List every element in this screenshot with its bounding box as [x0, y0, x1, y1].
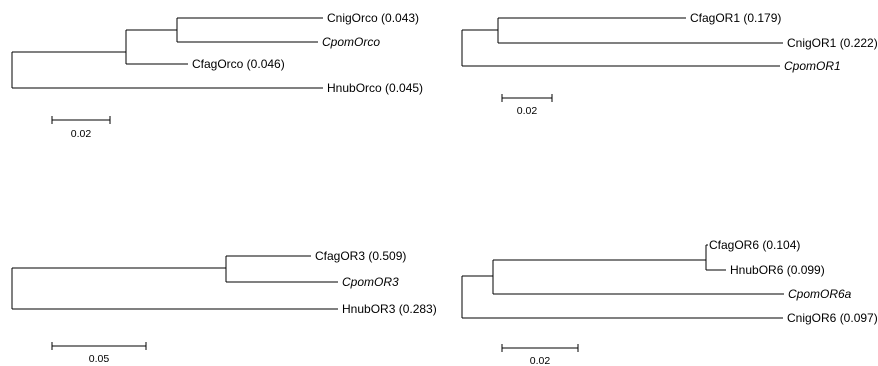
tip-label: CpomOR1	[784, 59, 841, 73]
scale-bar: 0.05	[51, 342, 147, 365]
tip-label: CfagOrco (0.046)	[192, 57, 285, 71]
scale-bar-label: 0.02	[530, 355, 551, 366]
tree-or1: CfagOR1 (0.179) CnigOR1 (0.222) CpomOR1 …	[461, 11, 878, 117]
tip-label: CfagOR1 (0.179)	[690, 11, 781, 25]
tip-label: HnubOR3 (0.283)	[342, 302, 437, 316]
scale-bar-label: 0.05	[89, 353, 110, 365]
tip-label: CpomOR6a	[788, 287, 852, 301]
tip-label: CfagOR3 (0.509)	[315, 249, 406, 263]
tree-orco: CnigOrco (0.043) CpomOrco CfagOrco (0.04…	[11, 11, 423, 140]
scale-bar-label: 0.02	[71, 128, 92, 140]
tree-or6: CfagOR6 (0.104) HnubOR6 (0.099) CpomOR6a…	[461, 238, 878, 366]
tip-label: CpomOR3	[342, 275, 399, 289]
tip-label: CfagOR6 (0.104)	[709, 238, 800, 252]
scale-bar: 0.02	[501, 344, 579, 366]
tip-label: CnigOR1 (0.222)	[787, 36, 878, 50]
scale-bar: 0.02	[501, 94, 553, 117]
tip-label: HnubOR6 (0.099)	[730, 263, 825, 277]
tip-label: CnigOR6 (0.097)	[787, 311, 878, 325]
tip-label: HnubOrco (0.045)	[327, 81, 423, 95]
scale-bar-label: 0.02	[517, 105, 538, 117]
tip-label: CnigOrco (0.043)	[327, 11, 419, 25]
scale-bar: 0.02	[51, 116, 111, 140]
tip-label: CpomOrco	[322, 35, 380, 49]
tree-or3: CfagOR3 (0.509) CpomOR3 HnubOR3 (0.283) …	[11, 249, 437, 365]
